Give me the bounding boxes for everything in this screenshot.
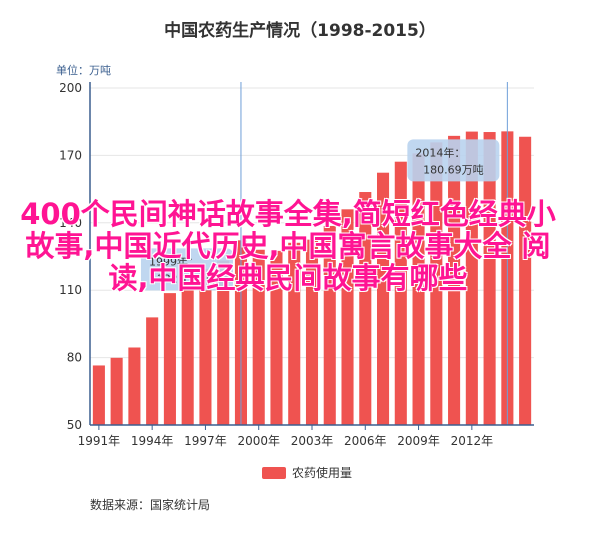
y-tick-label: 140 (59, 216, 82, 230)
chart-title: 中国农药生产情况（1998-2015） (164, 21, 436, 41)
tooltip-box (407, 139, 500, 182)
source-note: 数据来源：国家统计局 (90, 498, 211, 512)
x-tick-label: 1997年 (184, 434, 227, 448)
y-tick-label: 110 (59, 283, 82, 297)
tooltip-value: 180.69万吨 (423, 163, 484, 176)
x-tick-labels: 1991年 1994年 1997年 2000年 2003年 2006年 2009年 2012年 (78, 425, 494, 448)
unit-label: 单位：万吨 (56, 64, 111, 77)
bar (217, 260, 230, 425)
bar (110, 357, 123, 425)
x-tick-label: 1991年 (78, 434, 121, 448)
bar (270, 250, 283, 425)
legend-swatch (262, 466, 286, 479)
tooltip-label: 2014年： (415, 145, 465, 159)
bar (341, 209, 354, 425)
y-tick-label: 50 (67, 418, 82, 432)
tooltip-label: 1999年： (149, 254, 199, 268)
bar (359, 192, 372, 425)
y-tick-labels: 50 80 110 140 170 200 (59, 81, 82, 432)
bar (128, 347, 141, 425)
bar (412, 153, 425, 426)
bar (483, 132, 496, 425)
overlay-watermark-text: 400个民间神话故事全集,简短红色经典小故事,中国近代历史,中国寓言故事大全 阅… (20, 197, 556, 295)
bar (377, 172, 390, 425)
bar (199, 268, 212, 425)
bar (323, 225, 336, 425)
x-tick-label: 2003年 (291, 434, 334, 448)
x-tick-label: 1994年 (131, 434, 174, 448)
tooltips: 1999年： 132.16万吨 2014年： 180.69万吨 (140, 139, 500, 291)
x-tick-label: 2009年 (397, 434, 440, 448)
bar (430, 142, 443, 426)
bar (181, 280, 194, 425)
bar (394, 161, 407, 425)
legend[interactable]: 农药使用量 (262, 464, 352, 481)
bar (163, 293, 176, 425)
bar (252, 249, 265, 425)
tooltip-box (140, 248, 233, 291)
legend-label: 农药使用量 (292, 466, 353, 480)
crosshair-lines (240, 82, 508, 425)
bar (465, 131, 478, 425)
bar (305, 239, 319, 425)
bar (288, 242, 301, 425)
x-tick-label: 2012年 (451, 434, 494, 448)
x-tick-label: 2000年 (237, 434, 280, 448)
bar (519, 136, 532, 425)
bar (92, 365, 105, 425)
tooltip-value: 132.16万吨 (157, 272, 218, 285)
y-tick-label: 170 (59, 148, 82, 162)
y-tick-label: 200 (59, 81, 82, 95)
x-tick-label: 2006年 (344, 434, 387, 448)
bar (146, 317, 159, 425)
bar (448, 135, 461, 425)
y-tick-label: 80 (67, 351, 82, 365)
